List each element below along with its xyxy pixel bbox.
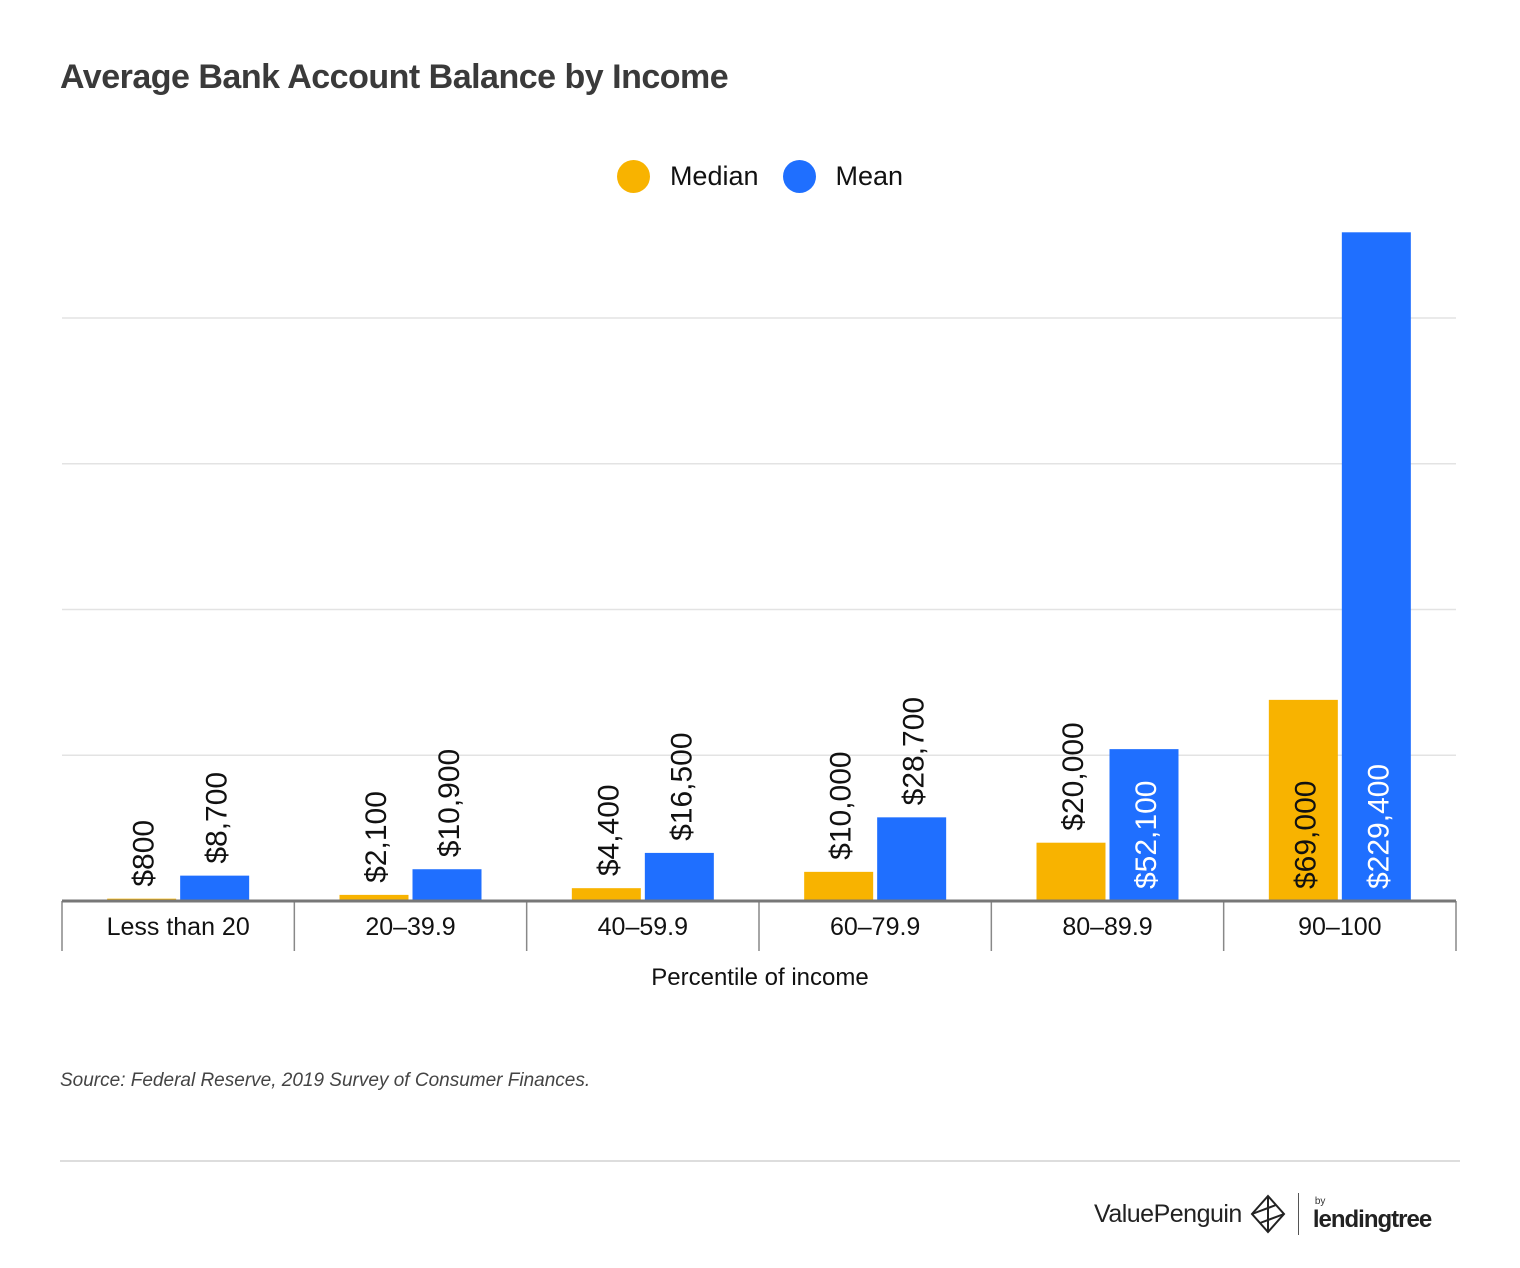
mean-value-label: $28,700 — [898, 697, 931, 805]
median-value-label: $69,000 — [1289, 781, 1322, 889]
mean-value-label: $16,500 — [665, 732, 698, 840]
x-tick-label: 80–89.9 — [1062, 913, 1152, 941]
median-value-label: $800 — [128, 820, 161, 887]
x-axis-title: Percentile of income — [651, 964, 868, 991]
brand-separator — [1297, 1193, 1299, 1235]
mean-value-label: $8,700 — [201, 772, 234, 864]
mean-bar — [1109, 749, 1179, 901]
mean-value-label: $10,900 — [433, 749, 466, 857]
mean-bar — [180, 875, 250, 901]
lendingtree-wordmark: lendingtree — [1312, 1206, 1432, 1233]
footer-divider — [60, 1160, 1460, 1162]
valuepenguin-wordmark: ValuePenguin — [1094, 1199, 1242, 1228]
mean-value-label: $229,400 — [1362, 764, 1395, 889]
mean-bar — [877, 817, 947, 901]
mean-bar — [412, 869, 482, 901]
legend-swatch-median — [616, 160, 650, 193]
source-note: Source: Federal Reserve, 2019 Survey of … — [60, 1070, 591, 1091]
footer-branding: ValuePenguin by lendingtree — [1094, 1188, 1432, 1240]
legend-item-mean: Mean — [782, 160, 904, 193]
median-value-label: $2,100 — [360, 791, 393, 883]
legend: Median Mean — [0, 160, 1520, 193]
bar-chart: $800 $8,700 Less than 20 $2,100 $10,900 20–39… — [61, 232, 1457, 991]
median-value-label: $10,000 — [825, 751, 858, 859]
legend-label-mean: Mean — [835, 161, 904, 191]
median-bar — [804, 871, 874, 901]
median-bar — [1036, 842, 1106, 901]
median-bar — [571, 888, 641, 901]
legend-label-median: Median — [669, 161, 759, 191]
chart-title: Average Bank Account Balance by Income — [60, 58, 729, 96]
mean-bar — [1341, 232, 1411, 901]
x-tick-label: 90–100 — [1298, 913, 1381, 941]
x-tick-label: 20–39.9 — [365, 913, 455, 941]
mean-value-label: $52,100 — [1130, 781, 1163, 889]
median-value-label: $4,400 — [592, 784, 625, 876]
lendingtree-by-text: by — [1314, 1196, 1326, 1207]
x-tick-label: Less than 20 — [107, 913, 250, 941]
legend-swatch-mean — [782, 160, 816, 193]
median-value-label: $20,000 — [1057, 722, 1090, 830]
legend-item-median: Median — [616, 160, 759, 193]
median-bar — [339, 894, 409, 901]
x-tick-label: 40–59.9 — [598, 913, 688, 941]
mean-bar — [644, 852, 714, 901]
median-bar — [1268, 699, 1338, 901]
x-tick-label: 60–79.9 — [830, 913, 920, 941]
valuepenguin-logo-icon — [1250, 1194, 1286, 1234]
